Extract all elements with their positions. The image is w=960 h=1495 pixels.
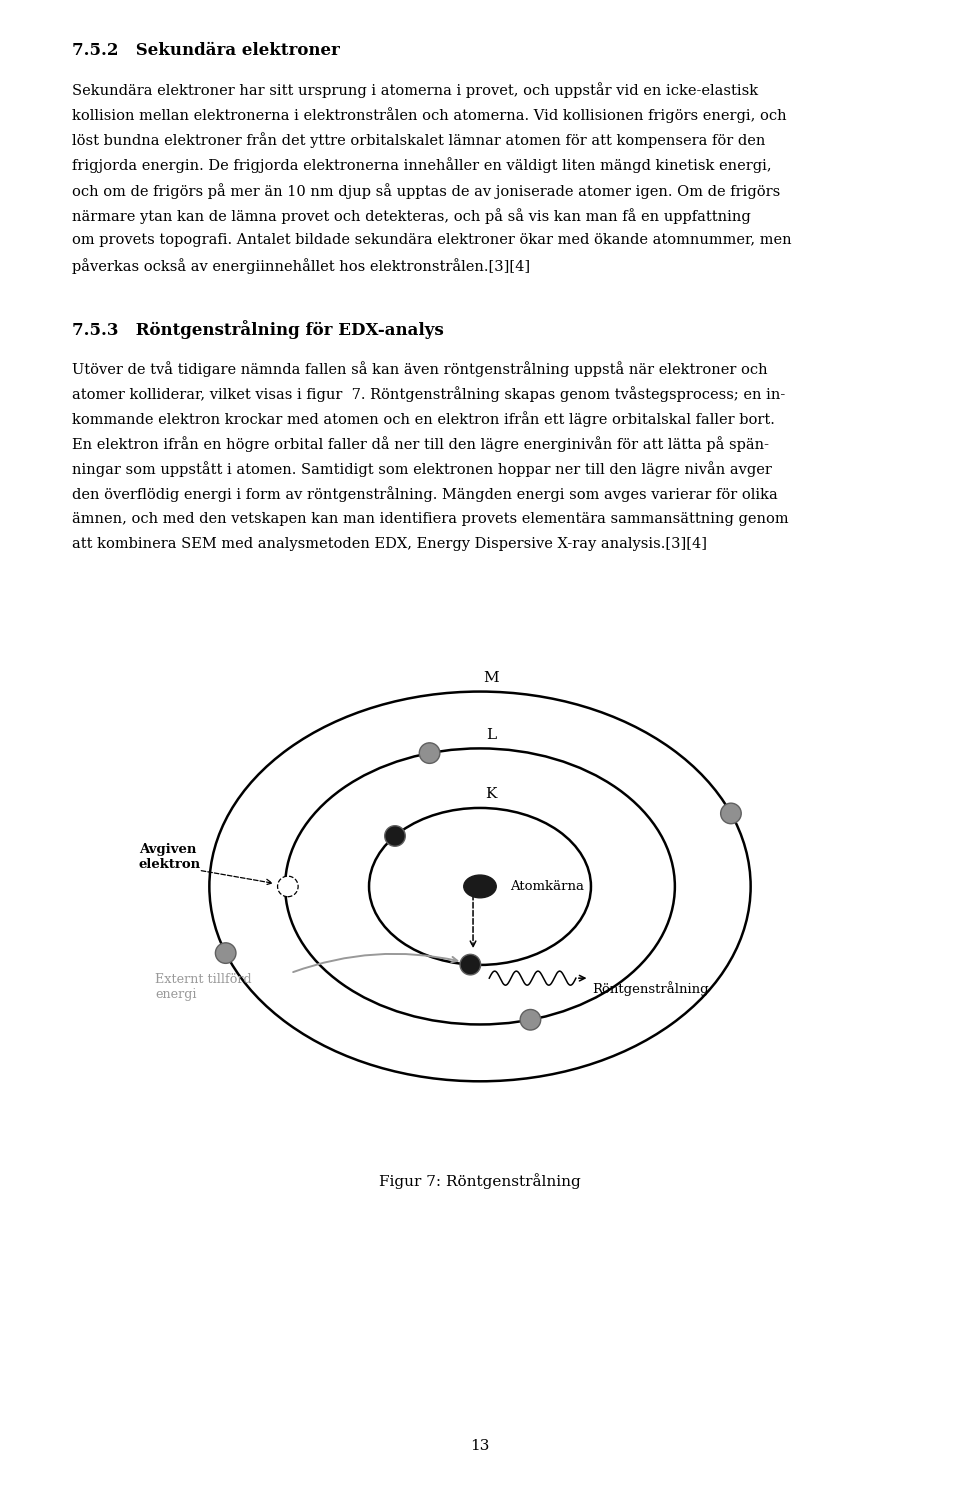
Text: 7.5.2   Sekundära elektroner: 7.5.2 Sekundära elektroner [72,42,340,58]
Text: atomer kolliderar, vilket visas i figur  7. Röntgenstrålning skapas genom tvåste: atomer kolliderar, vilket visas i figur … [72,386,785,402]
Text: och om de frigörs på mer än 10 nm djup så upptas de av joniserade atomer igen. O: och om de frigörs på mer än 10 nm djup s… [72,182,780,199]
Text: Utöver de två tidigare nämnda fallen så kan även röntgenstrålning uppstå när ele: Utöver de två tidigare nämnda fallen så … [72,360,768,377]
Text: Figur 7: Röntgenstrålning: Figur 7: Röntgenstrålning [379,1174,581,1190]
Text: L: L [486,728,496,742]
Text: ämnen, och med den vetskapen kan man identifiera provets elementära sammansättni: ämnen, och med den vetskapen kan man ide… [72,511,788,526]
Text: Röntgenstrålning: Röntgenstrålning [592,981,708,996]
Text: Externt tillförd
energi: Externt tillförd energi [156,973,252,1000]
Text: K: K [485,788,496,801]
Text: om provets topografi. Antalet bildade sekundära elektroner ökar med ökande atomn: om provets topografi. Antalet bildade se… [72,233,792,247]
Text: Atomkärna: Atomkärna [510,881,584,893]
Text: den överflödig energi i form av röntgenstrålning. Mängden energi som avges varie: den överflödig energi i form av röntgens… [72,486,778,502]
Text: löst bundna elektroner från det yttre orbitalskalet lämnar atomen för att kompen: löst bundna elektroner från det yttre or… [72,133,765,148]
Text: 13: 13 [470,1440,490,1453]
Circle shape [420,743,440,764]
Text: kommande elektron krockar med atomen och en elektron ifrån ett lägre orbitalskal: kommande elektron krockar med atomen och… [72,411,775,428]
Text: M: M [483,671,498,685]
Circle shape [520,1009,540,1030]
Text: frigjorda energin. De frigjorda elektronerna innehåller en väldigt liten mängd k: frigjorda energin. De frigjorda elektron… [72,157,772,173]
Circle shape [385,825,405,846]
Text: närmare ytan kan de lämna provet och detekteras, och på så vis kan man få en upp: närmare ytan kan de lämna provet och det… [72,208,751,224]
Circle shape [215,943,236,963]
Text: 7.5.3   Röntgenstrålning för EDX-analys: 7.5.3 Röntgenstrålning för EDX-analys [72,320,444,339]
Text: En elektron ifrån en högre orbital faller då ner till den lägre energinivån för : En elektron ifrån en högre orbital falle… [72,437,769,451]
Circle shape [460,954,481,975]
Text: påverkas också av energiinnehållet hos elektronstrålen.[3][4]: påverkas också av energiinnehållet hos e… [72,259,530,274]
Circle shape [721,803,741,824]
Text: Avgiven
elektron: Avgiven elektron [139,843,201,870]
Circle shape [277,876,299,897]
Text: kollision mellan elektronerna i elektronstrålen och atomerna. Vid kollisionen fr: kollision mellan elektronerna i elektron… [72,108,786,123]
Text: att kombinera SEM med analysmetoden EDX, Energy Dispersive X-ray analysis.[3][4]: att kombinera SEM med analysmetoden EDX,… [72,537,707,550]
Text: ningar som uppstått i atomen. Samtidigt som elektronen hoppar ner till den lägre: ningar som uppstått i atomen. Samtidigt … [72,462,772,477]
Text: Sekundära elektroner har sitt ursprung i atomerna i provet, och uppstår vid en i: Sekundära elektroner har sitt ursprung i… [72,82,758,99]
Ellipse shape [464,875,496,898]
